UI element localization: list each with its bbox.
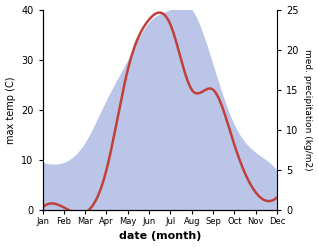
Y-axis label: max temp (C): max temp (C) — [5, 76, 16, 144]
Y-axis label: med. precipitation (kg/m2): med. precipitation (kg/m2) — [303, 49, 313, 171]
X-axis label: date (month): date (month) — [119, 231, 201, 242]
